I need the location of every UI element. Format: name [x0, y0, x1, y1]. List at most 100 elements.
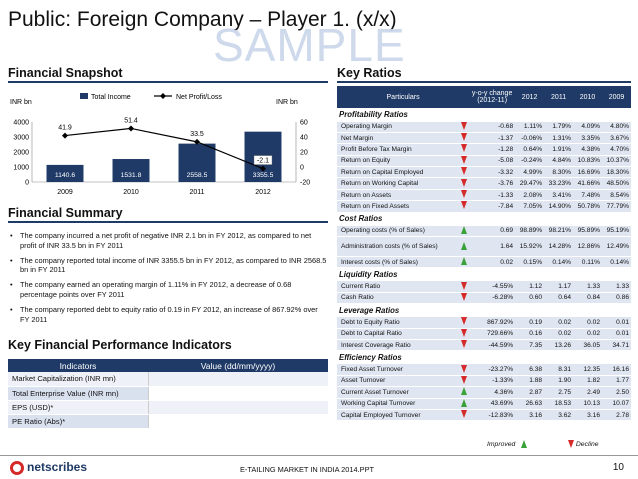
ratio-value: 4.70% [602, 143, 631, 156]
ratio-value: 29.47% [515, 177, 545, 190]
line-point [194, 138, 200, 145]
financial-summary-rule [8, 221, 328, 223]
netscribes-logo: netscribes [10, 460, 87, 475]
ratio-value: 1.11% [515, 121, 545, 133]
ratio-value: 10.37% [602, 155, 631, 168]
ratio-label: Current Asset Turnover [337, 386, 460, 399]
ratio-value: 4.99% [515, 166, 545, 179]
ratio-change: -3.32 [469, 166, 516, 179]
x-tick-label: 2010 [123, 189, 139, 196]
ratio-category-label: Cost Ratios [337, 212, 631, 226]
ratio-value: 0.14% [544, 256, 574, 269]
kfpi-table: Indicators Value (dd/mm/yyyy) Market Cap… [8, 359, 328, 429]
ratio-value: 3.41% [544, 189, 574, 202]
ratio-label: Administration costs (% of Sales) [337, 236, 460, 258]
ratio-change: 0.02 [469, 256, 516, 269]
ratio-change: -1.37 [469, 132, 516, 145]
ratio-value: 3.62 [544, 409, 574, 422]
ratio-value: 36.05 [573, 339, 603, 352]
legend-decline: Decline [564, 440, 599, 448]
left-tick-label: 3000 [13, 135, 29, 142]
trend-cell [459, 236, 470, 258]
ratio-row: Net Margin -1.37 -0.06% 1.31% 3.35% 3.67% [337, 132, 631, 145]
ratio-value: 34.71 [602, 339, 631, 352]
kfpi-row-label: Total Enterprise Value (INR mn) [8, 386, 148, 401]
financial-snapshot-rule [8, 81, 328, 83]
ratio-label: Capital Employed Turnover [337, 409, 460, 422]
ratio-change: -44.59% [469, 339, 516, 352]
ratio-change: -5.08 [469, 155, 516, 168]
ratio-value: 0.64% [515, 143, 545, 156]
ratio-value: 0.14% [602, 256, 631, 269]
ratio-value: 1.82 [573, 375, 603, 388]
ratio-label: Return on Equity [337, 155, 460, 168]
trend-cell [459, 256, 470, 269]
ratio-label: Interest costs (% of Sales) [337, 256, 460, 269]
legend-improved: Improved [487, 440, 528, 448]
x-tick-label: 2011 [189, 189, 204, 196]
bar-data-label: 1531.8 [121, 172, 142, 179]
ratio-label: Operating costs (% of Sales) [337, 225, 460, 238]
footer-text: E-TAILING MARKET IN INDIA 2014.PPT [240, 465, 375, 474]
bar-data-label: 2558.5 [187, 172, 208, 179]
arrow-up-icon [521, 440, 528, 448]
ratio-value: 0.19 [515, 316, 545, 329]
ratios-col-particulars: Particulars [337, 86, 470, 108]
arrow-up-icon [461, 257, 468, 266]
trend-cell [459, 409, 470, 422]
arrow-down-icon [461, 201, 468, 210]
right-axis-label: INR bn [276, 99, 298, 106]
arrow-up-icon [461, 387, 468, 396]
ratio-value: 1.33 [573, 280, 603, 293]
ratio-label: Return on Capital Employed [337, 166, 460, 179]
ratio-value: 2.08% [515, 189, 545, 202]
ratio-value: 0.01 [602, 328, 631, 340]
kfpi-col-indicators: Indicators [8, 359, 148, 372]
trend-cell [459, 339, 470, 352]
trend-cell [459, 177, 470, 190]
ratio-value: 3.16 [573, 409, 603, 422]
ratio-value: 4.84% [544, 155, 574, 168]
ratio-row: Debt to Capital Ratio 729.66% 0.16 0.02 0.02… [337, 328, 631, 340]
summary-bullet: The company reported debt to equity rati… [10, 305, 328, 324]
ratio-value: 16.69% [573, 166, 603, 179]
ratio-value: 0.01 [602, 316, 631, 329]
ratio-label: Return on Working Capital [337, 177, 460, 190]
trend-cell [459, 398, 470, 410]
arrow-down-icon [461, 328, 468, 337]
ratio-value: 10.07 [602, 398, 631, 410]
right-tick-label: -20 [300, 180, 310, 187]
ratio-change: -12.83% [469, 409, 516, 422]
line-data-label: 41.9 [58, 125, 72, 132]
ratio-category-label: Profitability Ratios [337, 108, 631, 122]
ratio-value: 7.05% [515, 200, 545, 213]
ratio-row: Current Asset Turnover 4.36% 2.87 2.75 2.49 2… [337, 386, 631, 399]
bar-total-income [178, 143, 216, 182]
ratio-value: 0.60 [515, 292, 545, 305]
ratio-label: Return on Fixed Assets [337, 200, 460, 213]
ratio-value: 4.38% [573, 143, 603, 156]
ratio-value: 2.49 [573, 386, 603, 399]
line-net-profit [64, 127, 264, 170]
ratio-category: Liquidity Ratios [337, 267, 631, 282]
legend-decline-label: Decline [575, 440, 599, 448]
ratio-row: Cash Ratio -6.28% 0.60 0.64 0.84 0.86 [337, 292, 631, 305]
ratio-value: 3.67% [602, 132, 631, 145]
financial-summary-heading: Financial Summary [8, 206, 123, 220]
line-point [128, 125, 134, 132]
kfpi-row-value [147, 372, 328, 387]
trend-cell [459, 143, 470, 156]
ratio-value: 2.78 [602, 409, 631, 422]
ratio-value: 8.30% [544, 166, 574, 179]
ratio-change: 867.92% [469, 316, 516, 329]
arrow-down-icon [461, 364, 468, 373]
trend-cell [459, 225, 470, 238]
right-tick-label: 40 [300, 135, 308, 142]
left-tick-label: 4000 [13, 120, 29, 127]
trend-cell [459, 292, 470, 305]
arrow-down-icon [461, 340, 468, 349]
ratio-value: 3.16 [515, 409, 545, 422]
ratio-value: 2.50 [602, 386, 631, 399]
ratio-label: Interest Coverage Ratio [337, 339, 460, 352]
ratio-value: 33.23% [544, 177, 574, 190]
